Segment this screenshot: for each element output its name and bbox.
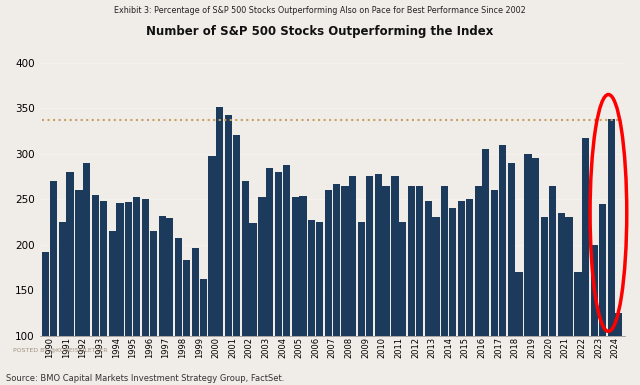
- Bar: [582, 138, 589, 336]
- Bar: [308, 220, 316, 336]
- Text: Source: BMO Capital Markets Investment Strategy Group, FactSet.: Source: BMO Capital Markets Investment S…: [6, 374, 285, 383]
- Bar: [458, 201, 465, 336]
- Bar: [200, 278, 207, 336]
- Bar: [491, 190, 499, 336]
- Bar: [449, 208, 456, 336]
- Bar: [209, 156, 216, 336]
- Bar: [548, 186, 556, 336]
- Bar: [83, 163, 90, 336]
- Bar: [192, 248, 199, 336]
- Bar: [424, 201, 432, 336]
- Bar: [125, 202, 132, 336]
- Bar: [233, 136, 240, 336]
- Bar: [399, 222, 406, 336]
- Bar: [416, 186, 423, 336]
- Bar: [242, 181, 249, 336]
- Bar: [383, 186, 390, 336]
- Bar: [466, 199, 473, 336]
- Bar: [183, 260, 190, 336]
- Bar: [109, 231, 116, 336]
- Bar: [316, 222, 323, 336]
- Bar: [116, 203, 124, 336]
- Bar: [300, 196, 307, 336]
- Bar: [375, 174, 382, 336]
- Bar: [59, 222, 66, 336]
- Text: Number of S&P 500 Stocks Outperforming the Index: Number of S&P 500 Stocks Outperforming t…: [147, 25, 493, 38]
- Bar: [42, 252, 49, 336]
- Bar: [292, 196, 299, 336]
- Bar: [366, 176, 373, 336]
- Bar: [515, 272, 523, 336]
- Bar: [159, 216, 166, 336]
- Bar: [142, 199, 149, 336]
- Bar: [565, 218, 573, 336]
- Bar: [598, 204, 606, 336]
- Bar: [349, 176, 356, 336]
- Bar: [325, 190, 332, 336]
- Bar: [283, 165, 290, 336]
- Bar: [266, 168, 273, 336]
- Bar: [150, 231, 157, 336]
- Text: POSTED BY @KOBEISSILETTER: POSTED BY @KOBEISSILETTER: [13, 347, 108, 352]
- Bar: [524, 154, 532, 336]
- Bar: [441, 186, 449, 336]
- Bar: [433, 218, 440, 336]
- Bar: [67, 172, 74, 336]
- Bar: [499, 145, 506, 336]
- Bar: [607, 119, 615, 336]
- Bar: [333, 184, 340, 336]
- Bar: [133, 198, 140, 336]
- Bar: [591, 245, 598, 336]
- Bar: [216, 107, 223, 336]
- Bar: [358, 222, 365, 336]
- Bar: [574, 272, 582, 336]
- Bar: [50, 181, 57, 336]
- Bar: [508, 163, 515, 336]
- Bar: [275, 172, 282, 336]
- Bar: [225, 115, 232, 336]
- Bar: [76, 190, 83, 336]
- Bar: [615, 313, 623, 336]
- Bar: [100, 201, 107, 336]
- Bar: [342, 186, 349, 336]
- Bar: [541, 218, 548, 336]
- Bar: [259, 198, 266, 336]
- Bar: [166, 218, 173, 336]
- Bar: [474, 186, 482, 336]
- Bar: [392, 176, 399, 336]
- Bar: [482, 149, 490, 336]
- Bar: [175, 238, 182, 336]
- Bar: [92, 195, 99, 336]
- Text: Exhibit 3: Percentage of S&P 500 Stocks Outperforming Also on Pace for Best Perf: Exhibit 3: Percentage of S&P 500 Stocks …: [114, 6, 526, 15]
- Bar: [532, 158, 540, 336]
- Bar: [557, 213, 565, 336]
- Bar: [408, 186, 415, 336]
- Bar: [250, 223, 257, 336]
